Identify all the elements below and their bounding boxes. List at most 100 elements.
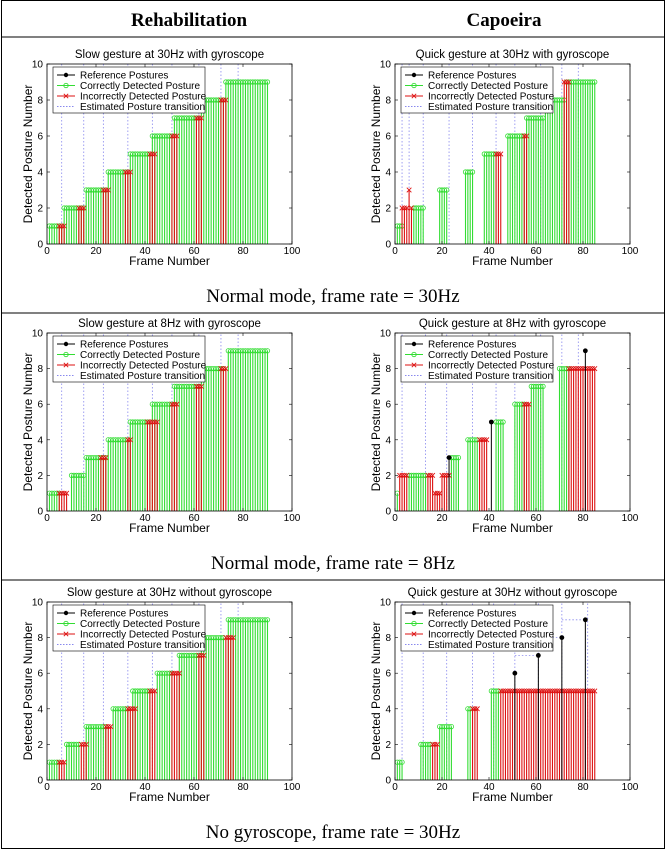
correct-marker — [108, 169, 114, 175]
header-capoeira: Capoeira — [467, 10, 542, 31]
correct-marker — [213, 634, 219, 641]
x-tick-label: 40 — [483, 246, 495, 257]
correct-marker — [159, 401, 165, 407]
incorrect-marker — [63, 490, 70, 496]
incorrect-marker — [201, 652, 207, 659]
correct-marker — [235, 348, 241, 354]
correct-marker — [418, 205, 424, 211]
incorrect-marker — [399, 472, 405, 479]
axes-box — [46, 601, 293, 781]
chart-title: Quick gesture at 8Hz with gyroscope — [419, 318, 606, 330]
caption-row2: Normal mode, frame rate = 8Hz — [211, 553, 455, 574]
reference-marker — [446, 455, 452, 460]
incorrect-marker — [521, 401, 527, 407]
correct-marker — [262, 617, 268, 623]
incorrect-marker — [81, 205, 87, 211]
correct-marker — [115, 706, 121, 712]
correct-marker — [250, 79, 256, 85]
incorrect-marker — [505, 688, 511, 694]
correct-marker — [228, 79, 234, 85]
correct-marker — [88, 723, 94, 730]
correct-marker — [171, 383, 177, 389]
incorrect-marker — [519, 688, 525, 694]
legend-label: Incorrectly Detected Posture — [80, 360, 207, 371]
correct-marker — [264, 79, 271, 85]
incorrect-marker — [103, 454, 109, 461]
correct-marker — [137, 688, 143, 694]
correct-marker — [242, 617, 249, 623]
correct-marker — [86, 187, 92, 193]
correct-marker — [213, 365, 219, 372]
correct-marker — [83, 454, 89, 461]
incorrect-marker — [223, 365, 229, 372]
correct-marker — [206, 634, 212, 641]
incorrect-marker — [432, 741, 438, 748]
correct-marker — [76, 472, 82, 478]
x-tick-label: 0 — [392, 513, 398, 524]
incorrect-marker — [566, 79, 572, 85]
correct-marker — [206, 97, 212, 103]
chart-title: Quick gesture at 30Hz without gyroscope — [408, 587, 618, 599]
correct-marker — [472, 437, 478, 443]
incorrect-marker — [174, 133, 180, 139]
y-tick-label: 10 — [380, 598, 392, 609]
legend-swatch-marker — [411, 341, 417, 347]
correct-marker — [240, 617, 246, 623]
correct-marker — [592, 79, 598, 85]
correct-marker — [441, 187, 447, 193]
correct-marker — [66, 741, 72, 748]
correct-marker — [498, 419, 504, 425]
y-tick-label: 6 — [385, 132, 391, 143]
x-tick-label: 0 — [44, 513, 50, 524]
correct-marker — [252, 79, 258, 85]
y-axis-label: Detected Posture Number — [369, 622, 383, 761]
chart-title: Slow gesture at 30Hz with gyroscope — [75, 49, 264, 61]
incorrect-marker — [176, 670, 182, 676]
correct-marker — [49, 490, 55, 496]
correct-marker — [538, 115, 544, 121]
correct-marker — [152, 133, 158, 139]
correct-marker — [157, 133, 163, 139]
incorrect-marker — [580, 688, 586, 694]
correct-marker — [262, 79, 268, 85]
y-tick-label: 4 — [385, 168, 391, 179]
correct-marker — [188, 383, 195, 389]
incorrect-marker — [83, 741, 89, 748]
incorrect-marker — [502, 688, 509, 694]
correct-marker — [68, 741, 75, 748]
legend-label: Estimated Posture transition — [428, 102, 553, 113]
correct-marker — [110, 437, 116, 443]
correct-marker — [448, 723, 454, 730]
legend-label: Estimated Posture transition — [428, 640, 553, 651]
y-axis-label: Detected Posture Number — [21, 622, 35, 761]
x-tick-label: 0 — [392, 782, 398, 793]
correct-marker — [259, 617, 266, 623]
correct-marker — [105, 437, 111, 443]
incorrect-marker — [154, 419, 160, 425]
correct-marker — [250, 617, 256, 623]
correct-marker — [149, 401, 155, 407]
correct-marker — [255, 617, 261, 623]
correct-marker — [152, 401, 158, 407]
correct-marker — [86, 454, 92, 461]
legend-swatch-marker — [63, 620, 69, 627]
x-tick-label: 80 — [237, 513, 249, 524]
correct-marker — [225, 617, 231, 623]
correct-marker — [83, 723, 89, 730]
incorrect-marker — [575, 365, 581, 372]
correct-marker — [247, 79, 253, 85]
correct-marker — [211, 97, 217, 103]
correct-marker — [242, 348, 249, 354]
incorrect-marker — [429, 741, 436, 748]
incorrect-marker — [533, 688, 539, 694]
incorrect-marker — [516, 688, 523, 694]
correct-marker — [164, 133, 170, 139]
correct-marker — [93, 723, 99, 730]
correct-marker — [176, 115, 182, 121]
correct-marker — [83, 187, 89, 193]
correct-marker — [186, 115, 192, 121]
legend-swatch-marker — [63, 610, 69, 616]
legend-label: Incorrectly Detected Posture — [428, 629, 555, 640]
